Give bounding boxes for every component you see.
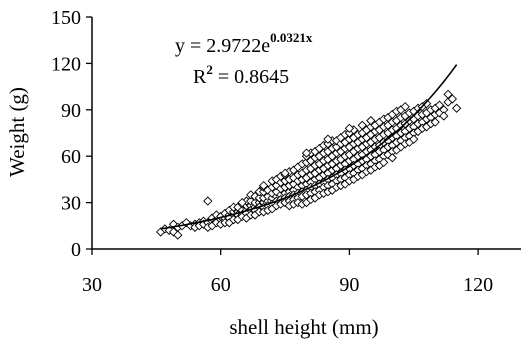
data-point bbox=[443, 89, 453, 99]
data-point bbox=[203, 196, 213, 206]
y-tick-label: 120 bbox=[51, 53, 81, 75]
y-tick-label: 0 bbox=[71, 239, 81, 261]
x-axis-title: shell height (mm) bbox=[229, 315, 378, 339]
data-point bbox=[434, 100, 445, 110]
data-point bbox=[173, 230, 183, 240]
exponential-trendline bbox=[160, 64, 458, 230]
x-tick-label: 120 bbox=[463, 274, 493, 296]
x-axis-ticks: 30 60 90 120 bbox=[82, 249, 493, 296]
data-point bbox=[447, 94, 457, 104]
data-point bbox=[344, 123, 355, 133]
y-tick-label: 150 bbox=[51, 7, 81, 29]
data-point bbox=[301, 148, 312, 158]
data-point bbox=[430, 117, 440, 127]
y-axis-title: Weight (g) bbox=[5, 87, 29, 177]
data-point bbox=[387, 153, 397, 163]
data-point bbox=[400, 102, 410, 112]
data-point bbox=[258, 180, 269, 191]
y-axis-ticks: 0 30 60 90 120 150 bbox=[51, 7, 92, 261]
data-point bbox=[280, 168, 290, 178]
y-tick-label: 30 bbox=[61, 193, 81, 215]
data-point bbox=[452, 103, 462, 113]
data-point bbox=[421, 98, 432, 109]
y-tick-label: 90 bbox=[61, 100, 81, 122]
data-point bbox=[439, 111, 449, 121]
data-point bbox=[409, 134, 419, 144]
x-tick-label: 60 bbox=[211, 274, 231, 296]
data-points bbox=[156, 89, 462, 240]
trendline-equation-exponent: 0.0321x bbox=[270, 30, 313, 45]
y-tick-label: 60 bbox=[61, 146, 81, 168]
trendline-equation: y = 2.9722e0.0321x bbox=[175, 30, 313, 57]
data-point bbox=[366, 115, 376, 126]
data-point bbox=[323, 134, 333, 144]
x-tick-label: 30 bbox=[82, 274, 102, 296]
data-point bbox=[357, 120, 367, 130]
data-point bbox=[168, 227, 179, 237]
data-point bbox=[237, 197, 247, 208]
x-tick-label: 90 bbox=[339, 274, 359, 296]
plot-frame bbox=[91, 17, 521, 250]
r-squared-exponent: 2 bbox=[206, 62, 213, 77]
data-point bbox=[181, 218, 192, 228]
r-squared-label: R2 = 0.8645 bbox=[193, 62, 289, 88]
data-point bbox=[379, 157, 389, 168]
